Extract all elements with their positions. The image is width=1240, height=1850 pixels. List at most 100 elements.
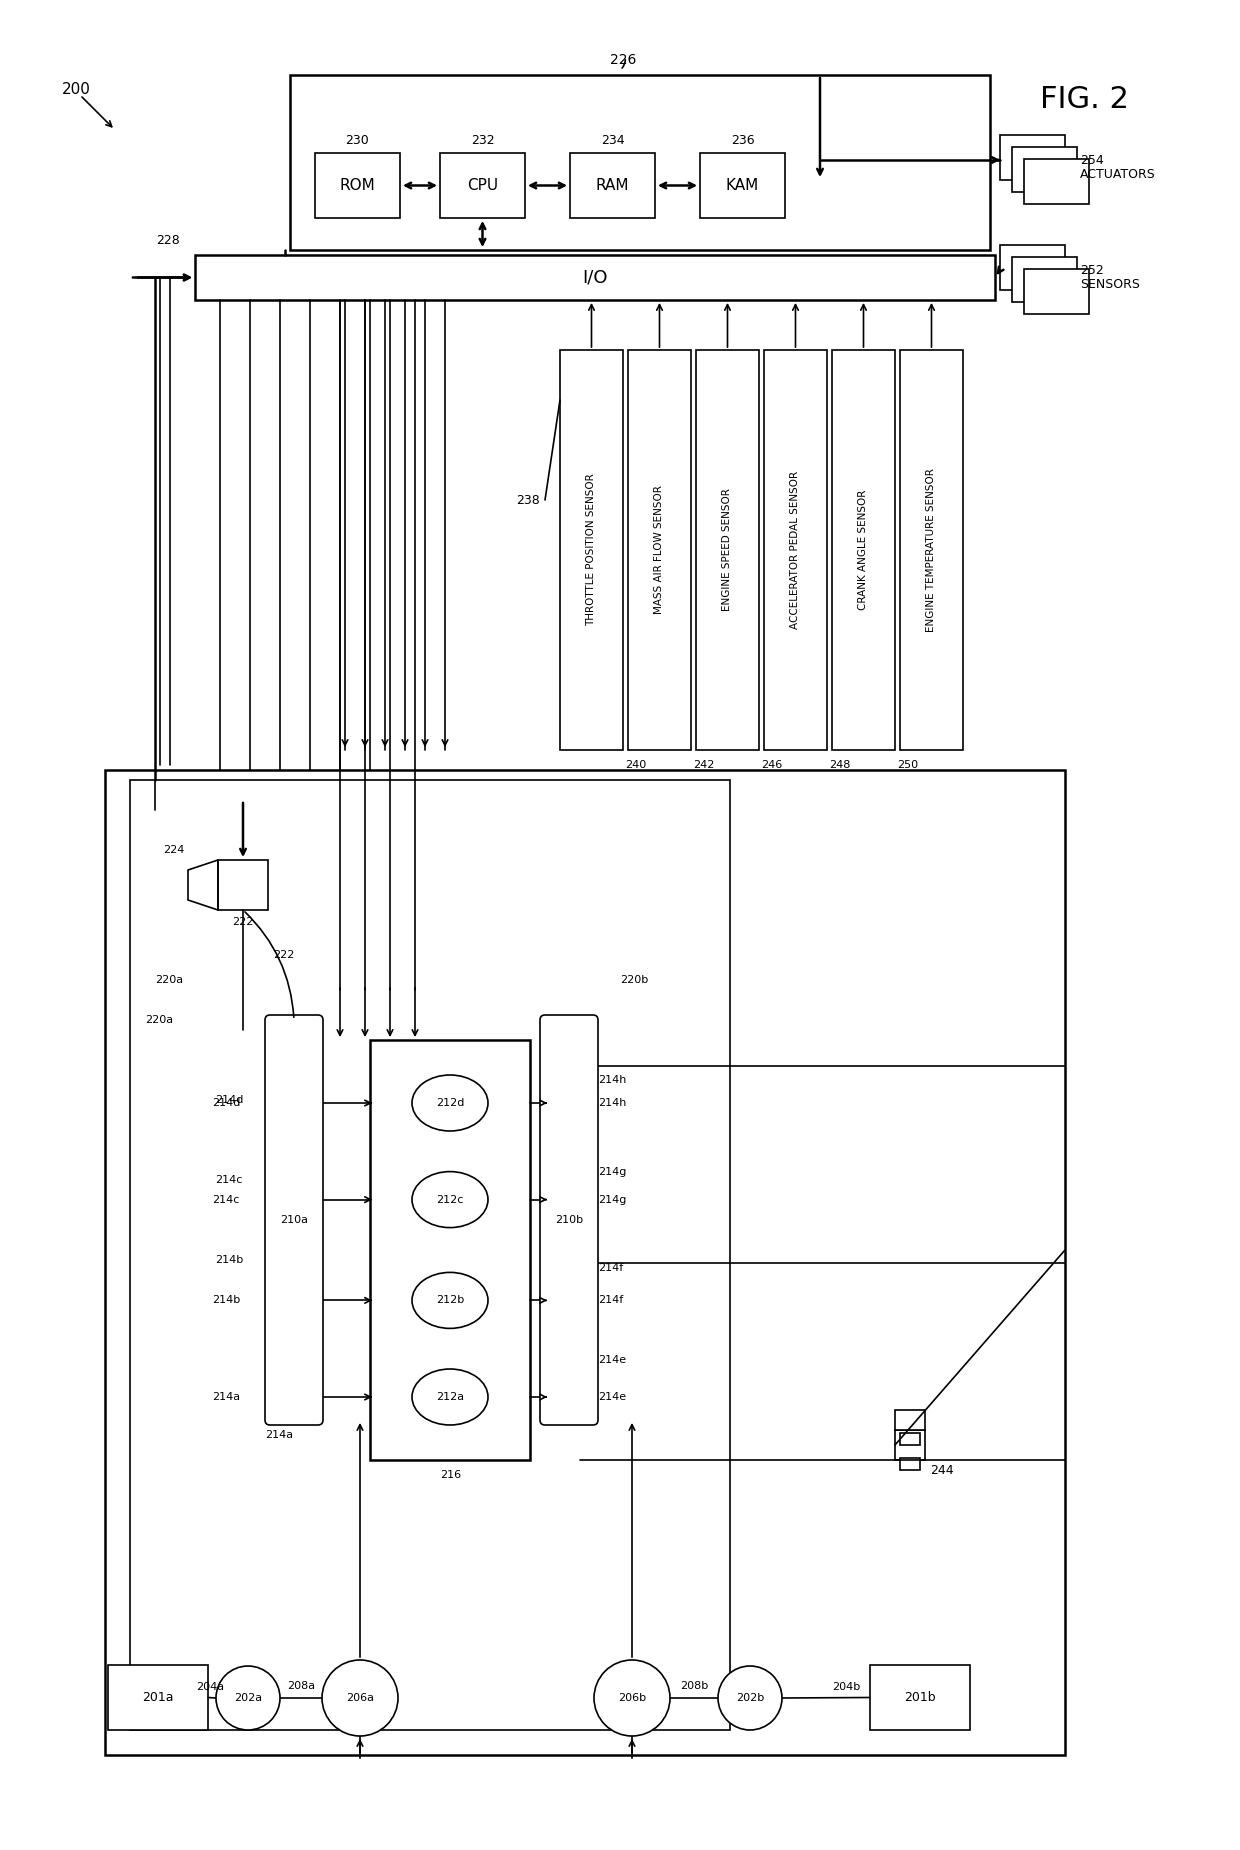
Text: 204b: 204b <box>832 1682 861 1693</box>
Text: 252: 252 <box>1080 263 1104 276</box>
Ellipse shape <box>594 1659 670 1735</box>
Text: 214e: 214e <box>598 1354 626 1365</box>
Text: 214e: 214e <box>598 1391 626 1402</box>
Text: 222: 222 <box>232 918 254 927</box>
Text: 214f: 214f <box>598 1295 624 1306</box>
Text: 214d: 214d <box>212 1099 241 1108</box>
Text: THROTTLE POSITION SENSOR: THROTTLE POSITION SENSOR <box>587 474 596 627</box>
Bar <box>701 154 785 218</box>
Text: ROM: ROM <box>340 178 376 192</box>
Ellipse shape <box>412 1171 489 1228</box>
Text: 226: 226 <box>610 54 636 67</box>
Bar <box>570 154 655 218</box>
Text: 216: 216 <box>440 1471 461 1480</box>
Text: 220b: 220b <box>620 975 649 984</box>
Text: SENSORS: SENSORS <box>1080 279 1140 292</box>
Text: ACCELERATOR PEDAL SENSOR: ACCELERATOR PEDAL SENSOR <box>791 472 801 629</box>
Text: 242: 242 <box>693 760 714 770</box>
Text: 246: 246 <box>761 760 782 770</box>
Text: KAM: KAM <box>725 178 759 192</box>
Text: 212c: 212c <box>436 1195 464 1204</box>
Text: 212d: 212d <box>435 1099 464 1108</box>
Text: 214g: 214g <box>598 1167 626 1177</box>
Bar <box>370 1040 529 1460</box>
Text: 224: 224 <box>162 845 185 855</box>
Text: 208a: 208a <box>286 1682 315 1691</box>
Ellipse shape <box>718 1667 782 1730</box>
Text: 228: 228 <box>156 233 180 246</box>
Text: 214h: 214h <box>598 1099 626 1108</box>
Bar <box>195 255 994 300</box>
Text: 214a: 214a <box>265 1430 293 1439</box>
Text: 238: 238 <box>516 494 539 507</box>
Bar <box>1024 268 1089 315</box>
Text: 230: 230 <box>346 135 370 148</box>
Bar <box>1012 146 1078 192</box>
Text: 210a: 210a <box>280 1215 308 1225</box>
Bar <box>290 76 990 250</box>
Bar <box>315 154 401 218</box>
FancyBboxPatch shape <box>265 1016 322 1424</box>
Text: 214c: 214c <box>215 1175 242 1186</box>
Ellipse shape <box>412 1369 489 1424</box>
Text: 214b: 214b <box>212 1295 241 1306</box>
Text: CPU: CPU <box>467 178 498 192</box>
Text: 202a: 202a <box>234 1693 262 1704</box>
Bar <box>440 154 525 218</box>
Bar <box>999 135 1065 179</box>
Text: 232: 232 <box>471 135 495 148</box>
Bar <box>900 350 963 749</box>
Text: 214c: 214c <box>212 1195 239 1204</box>
Bar <box>696 350 759 749</box>
Text: 212b: 212b <box>436 1295 464 1306</box>
Bar <box>895 1430 925 1460</box>
Bar <box>560 350 622 749</box>
Bar <box>900 1434 920 1445</box>
Text: CRANK ANGLE SENSOR: CRANK ANGLE SENSOR <box>858 490 868 610</box>
Text: MASS AIR FLOW SENSOR: MASS AIR FLOW SENSOR <box>655 485 665 614</box>
FancyBboxPatch shape <box>539 1016 598 1424</box>
Bar <box>999 244 1065 290</box>
Text: 201b: 201b <box>904 1691 936 1704</box>
Text: RAM: RAM <box>595 178 629 192</box>
Bar <box>130 781 730 1730</box>
Bar <box>1024 159 1089 204</box>
Text: ACTUATORS: ACTUATORS <box>1080 168 1156 181</box>
Text: ENGINE TEMPERATURE SENSOR: ENGINE TEMPERATURE SENSOR <box>926 468 936 633</box>
Text: 214f: 214f <box>598 1264 624 1273</box>
Text: 200: 200 <box>62 83 91 98</box>
Bar <box>900 1458 920 1471</box>
Text: 206a: 206a <box>346 1693 374 1704</box>
Text: 214b: 214b <box>215 1254 243 1265</box>
Bar <box>1012 257 1078 302</box>
Text: 220a: 220a <box>155 975 184 984</box>
Text: 214g: 214g <box>598 1195 626 1204</box>
Text: 212a: 212a <box>436 1391 464 1402</box>
Text: ENGINE SPEED SENSOR: ENGINE SPEED SENSOR <box>723 488 733 612</box>
Text: 206b: 206b <box>618 1693 646 1704</box>
Bar <box>627 350 691 749</box>
Text: 202b: 202b <box>735 1693 764 1704</box>
Text: 234: 234 <box>600 135 624 148</box>
Ellipse shape <box>412 1075 489 1130</box>
Text: 244: 244 <box>930 1463 954 1476</box>
Text: 214a: 214a <box>212 1391 241 1402</box>
Bar <box>895 1410 925 1430</box>
Ellipse shape <box>322 1659 398 1735</box>
Ellipse shape <box>412 1273 489 1328</box>
Text: 208b: 208b <box>680 1682 708 1691</box>
Text: 248: 248 <box>830 760 851 770</box>
Text: 201a: 201a <box>143 1691 174 1704</box>
Text: FIG. 2: FIG. 2 <box>1040 85 1128 115</box>
Ellipse shape <box>216 1667 280 1730</box>
Text: I/O: I/O <box>583 268 608 287</box>
Bar <box>105 770 1065 1756</box>
Bar <box>832 350 895 749</box>
Bar <box>218 860 268 910</box>
Bar <box>870 1665 970 1730</box>
Text: 220a: 220a <box>145 1016 174 1025</box>
Bar <box>764 350 827 749</box>
Text: 236: 236 <box>730 135 754 148</box>
Text: 254: 254 <box>1080 154 1104 166</box>
Text: 210b: 210b <box>556 1215 583 1225</box>
